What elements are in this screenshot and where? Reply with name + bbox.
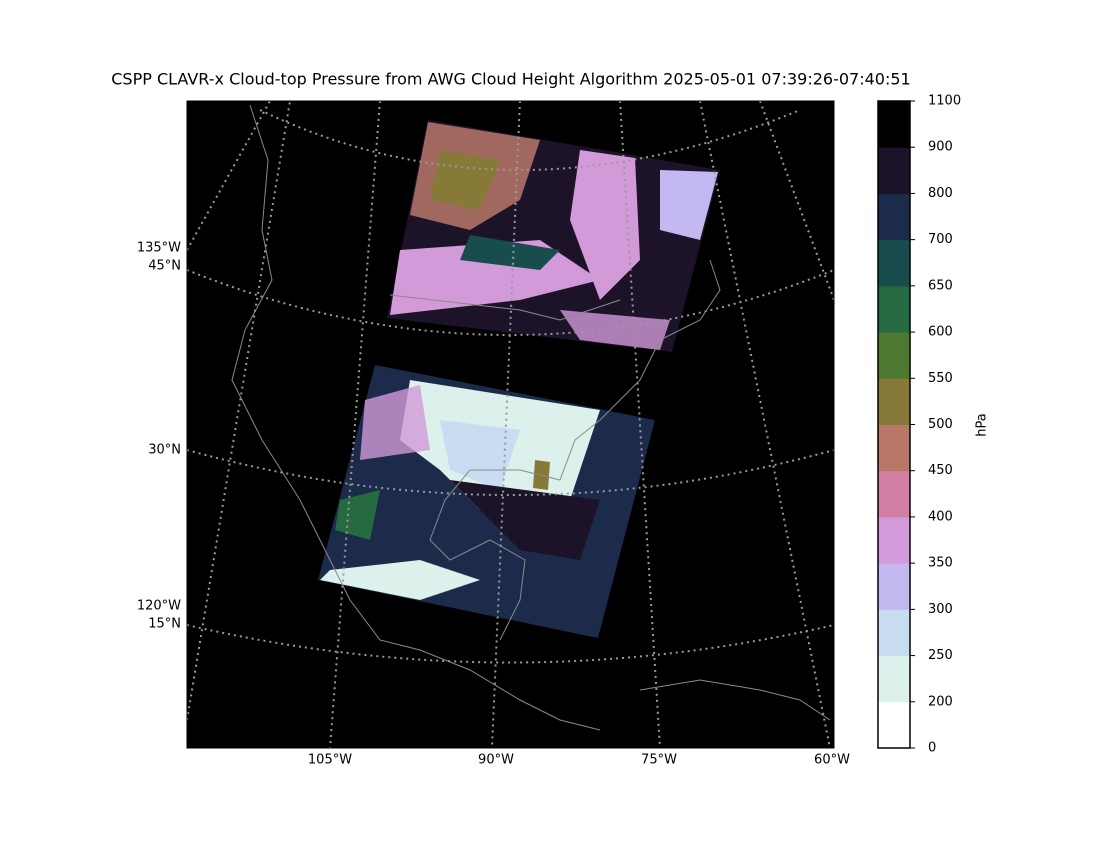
lon-label: 75°W	[641, 753, 677, 768]
colorbar-tick-label: 450	[928, 463, 953, 478]
colorbar-segment	[878, 563, 910, 610]
colorbar-tick-label: 250	[928, 648, 953, 663]
graticule	[187, 101, 291, 721]
colorbar-tick-label: 800	[928, 186, 953, 201]
lon-label: 90°W	[478, 753, 514, 768]
colorbar: 0 200 250 300 350 400 450 500 550 600 650 700 800 900…	[877, 94, 961, 756]
cloud	[320, 560, 480, 600]
graticule	[329, 101, 381, 748]
cloud	[560, 310, 670, 350]
colorbar-segment	[878, 332, 910, 379]
colorbar-tick-label: 600	[928, 325, 953, 340]
graticule	[619, 101, 661, 748]
cloud	[450, 480, 600, 560]
map-title: CSPP CLAVR-x Cloud-top Pressure from AWG…	[111, 70, 910, 89]
colorbar-tick-label: 400	[928, 509, 953, 524]
cloud	[460, 235, 560, 270]
lat-lon-label: 135°W	[137, 241, 181, 256]
colorbar-segment	[878, 516, 910, 564]
colorbar-tick-label: 350	[928, 556, 953, 571]
cloud	[660, 170, 718, 240]
coastline	[231, 104, 721, 731]
colorbar-segment	[878, 378, 910, 425]
cloud	[440, 420, 520, 490]
colorbar-segment	[878, 193, 910, 241]
cloud	[570, 150, 640, 300]
colorbar-segment	[878, 147, 910, 194]
cloud	[430, 150, 500, 210]
map-labels: 135°W 45°N 30°N 120°W 15°N 105°W 90°W 75°W 60°W	[137, 241, 850, 768]
cloud	[360, 385, 430, 460]
colorbar-tick-label: 1100	[928, 94, 961, 109]
graticule	[699, 101, 831, 748]
lat-lon-label: 45°N	[148, 259, 181, 274]
map-area	[186, 100, 835, 749]
colorbar-segment	[878, 101, 910, 148]
colorbar-segment	[878, 239, 910, 287]
lat-label: 30°N	[148, 443, 181, 458]
colorbar-tick-label: 0	[928, 741, 936, 756]
colorbar-tick-label: 700	[928, 232, 953, 247]
graticule	[187, 101, 271, 251]
coastline	[639, 679, 831, 721]
colorbar-segment	[878, 655, 910, 703]
lat-lon-label: 15°N	[148, 617, 181, 632]
colorbar-tick-label: 650	[928, 278, 953, 293]
colorbar-tick-label: 200	[928, 694, 953, 709]
colorbar-segment	[878, 285, 910, 333]
colorbar-segment	[878, 424, 910, 472]
lon-label: 105°W	[308, 753, 352, 768]
graticule	[187, 624, 834, 664]
colorbar-tick-label: 900	[928, 140, 953, 155]
colorbar-segment	[878, 470, 910, 518]
map-frame	[186, 100, 835, 749]
lat-lon-label: 120°W	[137, 599, 181, 614]
colorbar-segment	[878, 701, 910, 749]
colorbar-segment	[878, 609, 910, 657]
colorbar-tick-label: 550	[928, 371, 953, 386]
lon-label: 60°W	[814, 753, 850, 768]
colorbar-tick-label: 500	[928, 417, 953, 432]
colorbar-tick-label: 300	[928, 602, 953, 617]
colorbar-label: hPa	[975, 413, 990, 436]
